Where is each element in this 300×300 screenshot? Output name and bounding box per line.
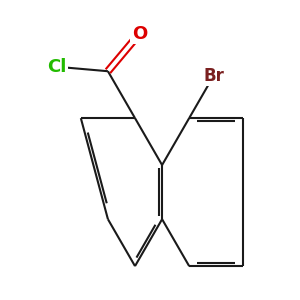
Text: O: O — [132, 25, 147, 43]
Text: Cl: Cl — [47, 58, 66, 76]
Text: Br: Br — [203, 67, 224, 85]
